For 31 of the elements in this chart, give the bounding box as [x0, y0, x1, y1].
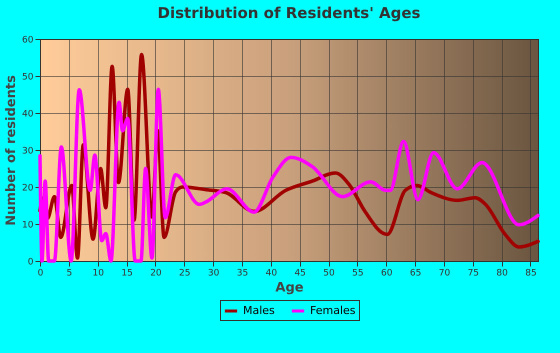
- y-axis-title: Number of residents: [4, 74, 20, 226]
- x-tick-label: 40: [266, 268, 278, 278]
- x-tick-label: 50: [323, 268, 336, 278]
- x-tick-label: 0: [38, 268, 44, 278]
- x-tick-label: 60: [381, 268, 393, 278]
- chart-title: Distribution of Residents' Ages: [158, 4, 421, 22]
- x-tick-label: 30: [208, 268, 220, 278]
- y-tick-label: 10: [22, 220, 34, 230]
- y-tick-label: 40: [22, 110, 34, 120]
- x-tick-label: 5: [66, 268, 72, 278]
- y-tick-label: 20: [22, 184, 34, 194]
- y-tick-label: 60: [22, 36, 34, 46]
- x-tick-label: 10: [92, 268, 104, 278]
- y-tick-label: 30: [22, 146, 34, 156]
- y-tick-label: 0: [28, 258, 34, 268]
- x-tick-label: 70: [438, 268, 450, 278]
- x-tick-label: 75: [468, 268, 480, 278]
- x-tick-label: 15: [121, 268, 133, 278]
- y-tick-label: 50: [22, 72, 34, 82]
- x-tick-label: 25: [179, 268, 190, 278]
- line-series: [38, 88, 540, 263]
- x-axis-title: Age: [275, 280, 304, 296]
- x-tick-label: 45: [294, 268, 306, 278]
- legend-label: Males: [243, 304, 276, 317]
- x-tick-label: 20: [150, 268, 162, 278]
- legend-label: Females: [310, 304, 356, 317]
- x-tick-label: 35: [236, 268, 248, 278]
- x-tick-label: 55: [352, 268, 364, 278]
- x-tick-label: 80: [496, 268, 508, 278]
- x-tick-label: 85: [525, 268, 537, 278]
- x-tick-label: 65: [410, 268, 422, 278]
